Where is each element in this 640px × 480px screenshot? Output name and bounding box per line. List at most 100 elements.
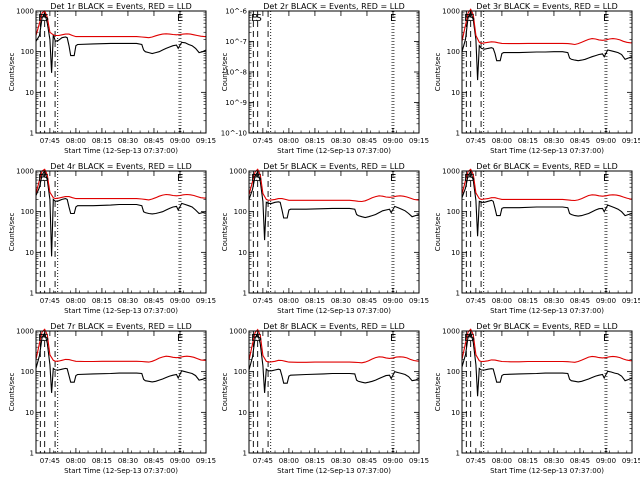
x-tick-label: 09:00 [383, 457, 403, 465]
x-tick-label: 07:45 [40, 457, 60, 465]
event-marker-label: E [38, 173, 44, 184]
series-events-line [35, 331, 207, 393]
event-marker-label: E [251, 13, 257, 24]
event-marker-label: S [255, 333, 261, 344]
x-axis-label: Start Time (12-Sep-13 07:37:00) [277, 147, 391, 155]
y-tick-label: 1 [30, 290, 34, 298]
x-tick-label: 08:30 [331, 297, 351, 305]
x-tick-label: 07:45 [466, 297, 486, 305]
x-tick-label: 09:00 [596, 137, 616, 145]
y-tick-label: 1 [243, 290, 247, 298]
chart-panel: Det 1r BLACK = Events, RED = LLD Counts/s… [8, 2, 216, 155]
x-tick-label: 09:15 [409, 457, 429, 465]
y-tick-label: 10 [238, 249, 247, 257]
plot-frame [461, 330, 633, 454]
chart-title: Det 5r BLACK = Events, RED = LLD [263, 162, 405, 171]
y-tick-label: 1000 [229, 328, 247, 336]
chart-title: Det 7r BLACK = Events, RED = LLD [50, 322, 192, 331]
chart-title: Det 8r BLACK = Events, RED = LLD [263, 322, 405, 331]
event-marker-label: E [251, 333, 257, 344]
x-tick-label: 09:15 [409, 297, 429, 305]
y-tick-label: 1 [456, 290, 460, 298]
x-tick-label: 08:15 [92, 297, 112, 305]
x-tick-label: 07:45 [253, 137, 273, 145]
x-tick-label: 08:15 [92, 457, 112, 465]
x-tick-label: 08:30 [331, 137, 351, 145]
x-tick-label: 08:30 [118, 297, 138, 305]
y-tick-label: 100 [234, 368, 247, 376]
x-tick-label: 08:00 [279, 137, 299, 145]
y-tick-label: 10 [25, 89, 34, 97]
event-marker-label: S [42, 173, 48, 184]
y-axis-label: Counts/sec [434, 213, 442, 252]
x-tick-label: 08:15 [305, 297, 325, 305]
y-axis-label: Counts/sec [434, 373, 442, 412]
x-tick-label: 09:00 [596, 297, 616, 305]
x-tick-label: 09:00 [596, 457, 616, 465]
x-tick-label: 09:15 [622, 297, 640, 305]
x-tick-label: 08:00 [66, 457, 86, 465]
x-axis-label: Start Time (12-Sep-13 07:37:00) [277, 467, 391, 475]
series-lld-line [461, 328, 632, 363]
y-tick-label: 1 [30, 130, 34, 138]
x-tick-label: 08:30 [331, 457, 351, 465]
y-tick-label: 10^-7 [225, 38, 247, 46]
x-tick-label: 07:45 [466, 457, 486, 465]
x-tick-label: 08:30 [544, 457, 564, 465]
plot-frame [461, 170, 633, 294]
x-tick-label: 08:15 [518, 137, 538, 145]
chart-title: Det 6r BLACK = Events, RED = LLD [476, 162, 618, 171]
series-events-line [35, 11, 207, 73]
x-tick-label: 08:00 [492, 137, 512, 145]
event-marker-label: E [603, 333, 609, 344]
y-tick-label: 1000 [442, 328, 460, 336]
y-axis-label: Counts/sec [8, 373, 16, 412]
y-tick-label: 10^-9 [225, 99, 247, 107]
event-marker-label: S [468, 173, 474, 184]
x-tick-label: 08:15 [305, 137, 325, 145]
series-lld-line [248, 328, 419, 364]
chart-panel: Det 9r BLACK = Events, RED = LLD Counts/s… [434, 322, 640, 475]
y-tick-label: 1000 [16, 8, 34, 16]
x-tick-label: 07:45 [40, 137, 60, 145]
chart-title: Det 2r BLACK = Events, RED = LLD [263, 2, 405, 11]
y-axis-label: Counts/sec [8, 53, 16, 92]
chart-panel: Det 6r BLACK = Events, RED = LLD Counts/s… [434, 162, 640, 315]
plot-frame [35, 170, 207, 294]
x-tick-label: 09:15 [196, 297, 216, 305]
event-marker-label: S [255, 173, 261, 184]
series-lld-line [461, 8, 632, 46]
y-tick-label: 10 [451, 89, 460, 97]
series-lld-line [35, 328, 206, 363]
x-tick-label: 08:00 [492, 297, 512, 305]
plot-frame [461, 10, 633, 134]
series-events-line [248, 170, 420, 241]
x-tick-label: 09:15 [622, 457, 640, 465]
x-tick-label: 09:00 [170, 297, 190, 305]
x-tick-label: 07:45 [253, 457, 273, 465]
chart-title: Det 1r BLACK = Events, RED = LLD [50, 2, 192, 11]
y-tick-label: 10 [25, 249, 34, 257]
series-lld-line [35, 10, 206, 39]
x-tick-label: 08:30 [544, 137, 564, 145]
event-marker-label: S [468, 13, 474, 24]
y-axis-label: Counts/sec [8, 213, 16, 252]
x-tick-label: 08:15 [518, 297, 538, 305]
y-tick-label: 1 [456, 130, 460, 138]
chart-title: Det 3r BLACK = Events, RED = LLD [476, 2, 618, 11]
x-axis-label: Start Time (12-Sep-13 07:37:00) [64, 467, 178, 475]
event-marker-label: E [390, 13, 396, 24]
y-tick-label: 10^-10 [221, 130, 247, 138]
series-lld-line [35, 168, 206, 201]
y-axis-label: Counts/sec [221, 373, 229, 412]
plot-frame [248, 10, 420, 134]
series-events-line [461, 170, 633, 237]
y-tick-label: 100 [234, 208, 247, 216]
x-tick-label: 08:45 [144, 457, 164, 465]
event-marker-label: S [468, 333, 474, 344]
x-axis-label: Start Time (12-Sep-13 07:37:00) [64, 307, 178, 315]
series-lld-line [248, 168, 419, 203]
event-marker-label: E [464, 333, 470, 344]
event-marker-label: E [390, 173, 396, 184]
y-tick-label: 100 [447, 208, 460, 216]
